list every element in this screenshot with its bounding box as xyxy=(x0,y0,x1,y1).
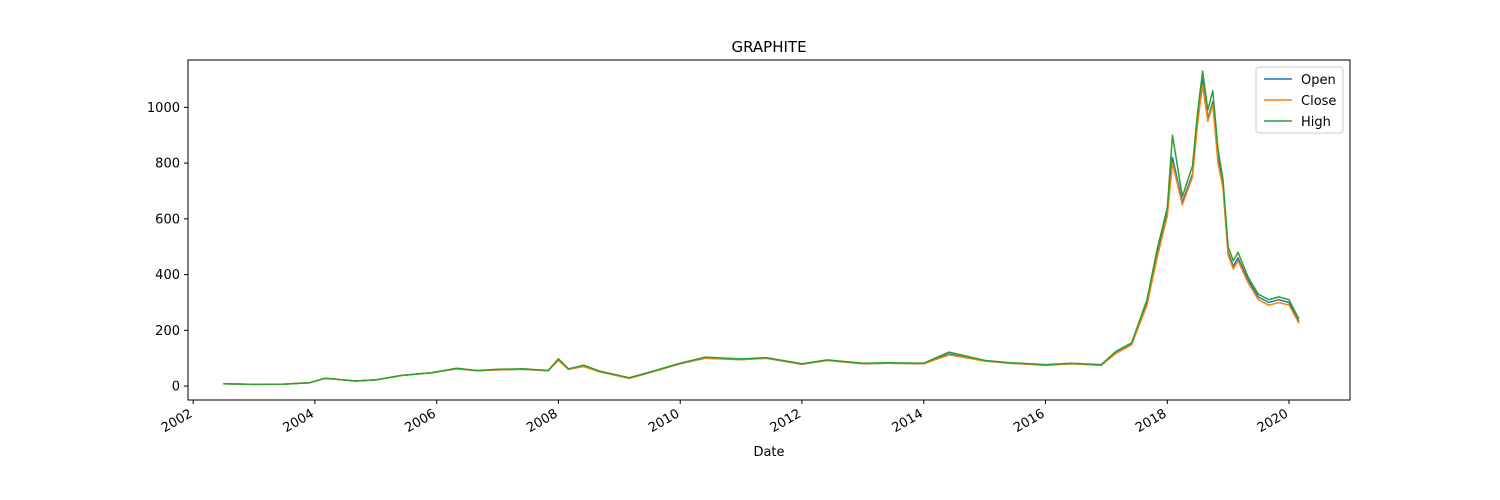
y-tick-label: 200 xyxy=(155,324,180,339)
series-line-open xyxy=(223,78,1300,386)
legend-label-high: High xyxy=(1301,115,1331,130)
y-tick-label: 600 xyxy=(155,212,180,227)
y-tick-label: 400 xyxy=(155,268,180,283)
legend-box xyxy=(1255,66,1344,134)
y-tick-label: 0 xyxy=(172,380,180,395)
x-tick-label: 2002 xyxy=(159,406,195,436)
y-axis: 0 200 400 600 800 1000 xyxy=(147,101,188,395)
y-tick-label: 800 xyxy=(155,157,180,172)
series-line-close xyxy=(223,84,1300,386)
legend: Open Close High xyxy=(1255,66,1344,134)
legend-label-open: Open xyxy=(1301,73,1336,88)
x-tick-label: 2006 xyxy=(403,406,439,436)
x-tick-label: 2020 xyxy=(1255,406,1291,436)
y-tick-label: 1000 xyxy=(147,101,180,116)
x-tick-label: 2016 xyxy=(1011,406,1047,436)
plot-area xyxy=(187,59,1351,401)
x-tick-label: 2010 xyxy=(646,406,682,436)
legend-label-close: Close xyxy=(1301,94,1336,109)
x-tick-label: 2012 xyxy=(768,406,804,436)
x-tick-label: 2004 xyxy=(281,406,317,436)
x-tick-label: 2008 xyxy=(524,406,560,436)
chart-title: GRAPHITE xyxy=(731,38,806,56)
series-line-high xyxy=(223,70,1300,386)
x-axis-label: Date xyxy=(753,445,784,460)
x-axis: 2002 2004 2006 2008 2010 2012 2014 2016 2018 2020 xyxy=(159,400,1291,436)
x-tick-label: 2018 xyxy=(1133,406,1169,436)
x-tick-label: 2014 xyxy=(890,406,926,436)
plot-frame xyxy=(187,59,1351,401)
